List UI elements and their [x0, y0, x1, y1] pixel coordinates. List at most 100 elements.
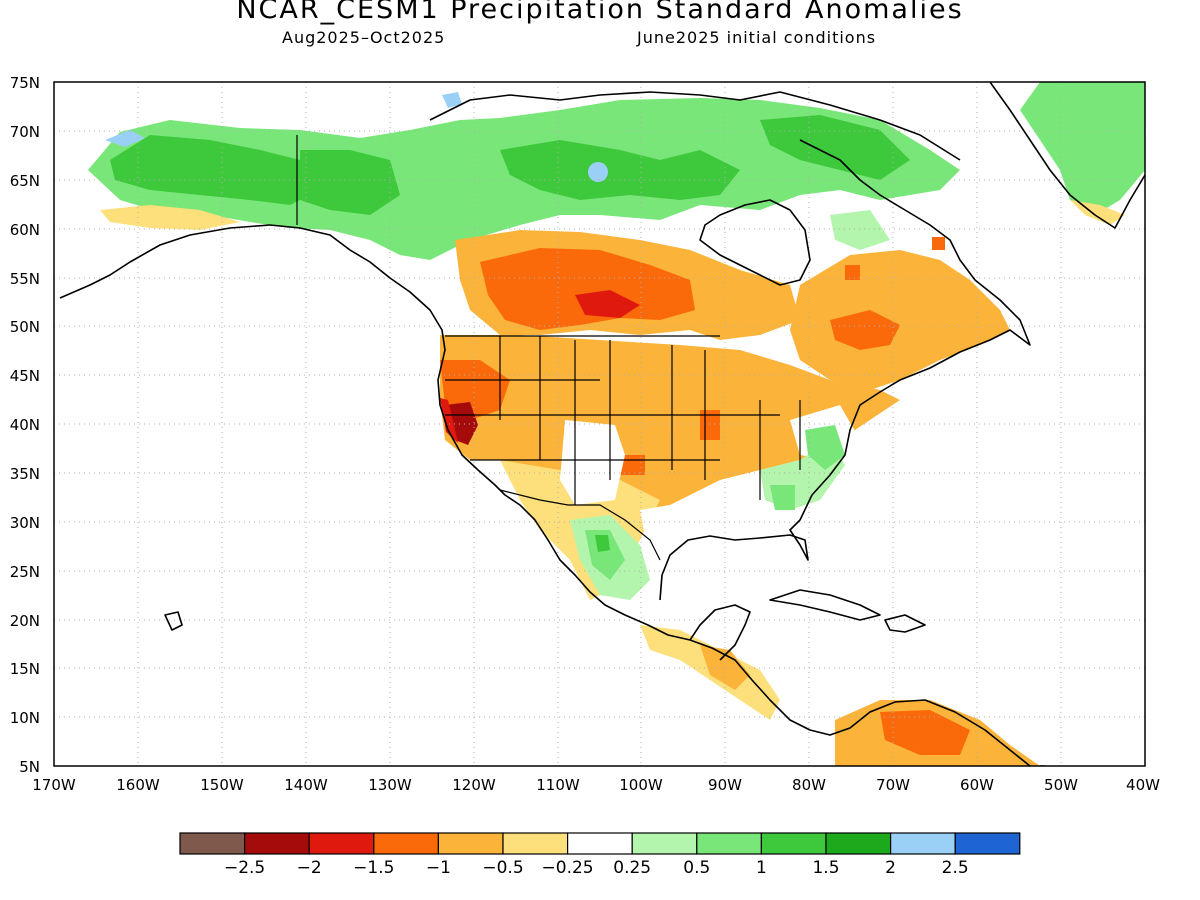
wet-core-mexico — [585, 530, 625, 580]
coastline-greenland — [989, 82, 1145, 229]
colorbar — [179, 832, 1021, 855]
dry-core-eastern-canada — [830, 310, 900, 350]
wet-core-alaska — [110, 135, 320, 205]
dry-region-eastern-canada — [790, 250, 1010, 390]
coastline-yucatan — [689, 604, 751, 661]
coastline-hudson-bay — [699, 199, 811, 286]
dry-core-venezuela — [880, 710, 970, 755]
colorbar-label: −1 — [426, 858, 451, 878]
colorbar-swatch — [825, 832, 892, 855]
colorbar-label: −2.5 — [224, 858, 265, 878]
colorbar-swatch — [373, 832, 439, 855]
lon-tick-label: 140W — [284, 776, 328, 794]
coastline-hispaniola — [884, 614, 926, 633]
colorbar-swatch — [760, 832, 827, 855]
map-frame — [53, 81, 1146, 767]
lat-tick-label: 75N — [10, 74, 40, 92]
colorbar-swatch — [954, 832, 1021, 855]
colorbar-swatch — [566, 832, 633, 855]
colorbar-swatch — [696, 832, 762, 855]
lat-tick-labels: 75N 70N 65N 60N 55N 50N 45N 40N 35N 30N … — [10, 74, 40, 776]
lon-tick-label: 110W — [536, 776, 580, 794]
lat-tick-label: 65N — [10, 172, 40, 190]
colorbar-label: 1 — [756, 858, 767, 878]
lon-tick-label: 150W — [200, 776, 244, 794]
wet-spot-3 — [442, 92, 462, 108]
coastline-north-america — [59, 224, 1031, 766]
colorbar-label: −1.5 — [353, 858, 394, 878]
coastline-gulf-of-mexico — [659, 139, 1045, 766]
lon-tick-label: 100W — [619, 776, 663, 794]
wet-core-georgia — [770, 485, 795, 510]
colorbar-label: 2.5 — [942, 858, 969, 878]
dry-spot-labrador — [845, 265, 860, 280]
lon-tick-label: 160W — [116, 776, 160, 794]
colorbar-swatch — [502, 832, 569, 855]
very-dry-core-california — [445, 402, 478, 445]
colorbar-label: 0.25 — [613, 858, 651, 878]
colorbar-swatch — [631, 832, 698, 855]
lon-tick-label: 40W — [1126, 776, 1160, 794]
lat-tick-label: 55N — [10, 270, 40, 288]
lat-tick-label: 20N — [10, 612, 40, 630]
lat-tick-label: 35N — [10, 465, 40, 483]
wet-core-baffin — [760, 115, 910, 180]
colorbar-swatch — [244, 832, 310, 855]
colorbar-label: 0.5 — [683, 858, 710, 878]
wet-region-quebec — [830, 210, 890, 250]
wet-region-greenland — [1020, 82, 1145, 215]
coastline-hawaii — [164, 611, 183, 631]
wet-spot-1 — [588, 162, 608, 182]
colorbar-swatch — [308, 832, 375, 855]
wet-core-southeast — [805, 425, 845, 470]
lat-tick-label: 15N — [10, 660, 40, 678]
lon-tick-label: 170W — [32, 776, 76, 794]
coastline-cuba — [769, 589, 881, 621]
colorbar-label: 2 — [885, 858, 896, 878]
colorbar-swatch — [437, 832, 504, 855]
lat-tick-label: 25N — [10, 563, 40, 581]
initial-conditions: June2025 initial conditions — [637, 28, 877, 47]
lat-tick-label: 50N — [10, 318, 40, 336]
neutral-region-four-corners — [560, 420, 625, 505]
map-title: NCAR_CESM1 Precipitation Standard Anomal… — [236, 0, 964, 25]
colorbar-label: −0.25 — [542, 858, 594, 878]
lat-tick-label: 60N — [10, 221, 40, 239]
colorbar-label: −2 — [297, 858, 322, 878]
state-borders — [445, 336, 801, 505]
wet-core-sierra-madre — [595, 535, 610, 552]
colorbar-labels: −2.5 −2 −1.5 −1 −0.5 −0.25 0.25 0.5 1 1.… — [224, 858, 969, 878]
lat-tick-label: 40N — [10, 416, 40, 434]
wet-core-yukon — [300, 150, 400, 215]
colorbar-label: −0.5 — [482, 858, 523, 878]
lon-tick-label: 60W — [960, 776, 994, 794]
lon-tick-labels: 170W 160W 150W 140W 130W 120W 110W 100W … — [32, 776, 1160, 794]
dry-region-alaska-south — [100, 205, 240, 230]
graticule — [54, 82, 1145, 766]
coastline-arctic-islands — [429, 91, 961, 161]
dry-spot-labrador-2 — [932, 237, 945, 250]
political-boundaries — [296, 135, 801, 561]
lat-tick-label: 70N — [10, 123, 40, 141]
border-us-mexico — [499, 489, 661, 561]
lat-tick-label: 45N — [10, 367, 40, 385]
coastlines — [59, 82, 1145, 766]
lon-tick-label: 50W — [1044, 776, 1078, 794]
anomaly-shading — [88, 82, 1145, 766]
lat-tick-label: 10N — [10, 709, 40, 727]
colorbar-swatch — [179, 832, 246, 855]
very-dry-core-canada — [575, 290, 640, 318]
map-panel — [54, 82, 1145, 766]
dry-core-canada — [480, 248, 695, 330]
forecast-period: Aug2025–Oct2025 — [282, 28, 446, 47]
lon-tick-label: 90W — [708, 776, 742, 794]
lon-tick-label: 120W — [452, 776, 496, 794]
lon-tick-label: 130W — [368, 776, 412, 794]
lat-tick-label: 30N — [10, 514, 40, 532]
colorbar-swatch — [889, 832, 956, 855]
lon-tick-label: 70W — [876, 776, 910, 794]
lon-tick-label: 80W — [792, 776, 826, 794]
lat-tick-label: 5N — [19, 758, 40, 776]
wet-spot-2 — [105, 130, 145, 147]
